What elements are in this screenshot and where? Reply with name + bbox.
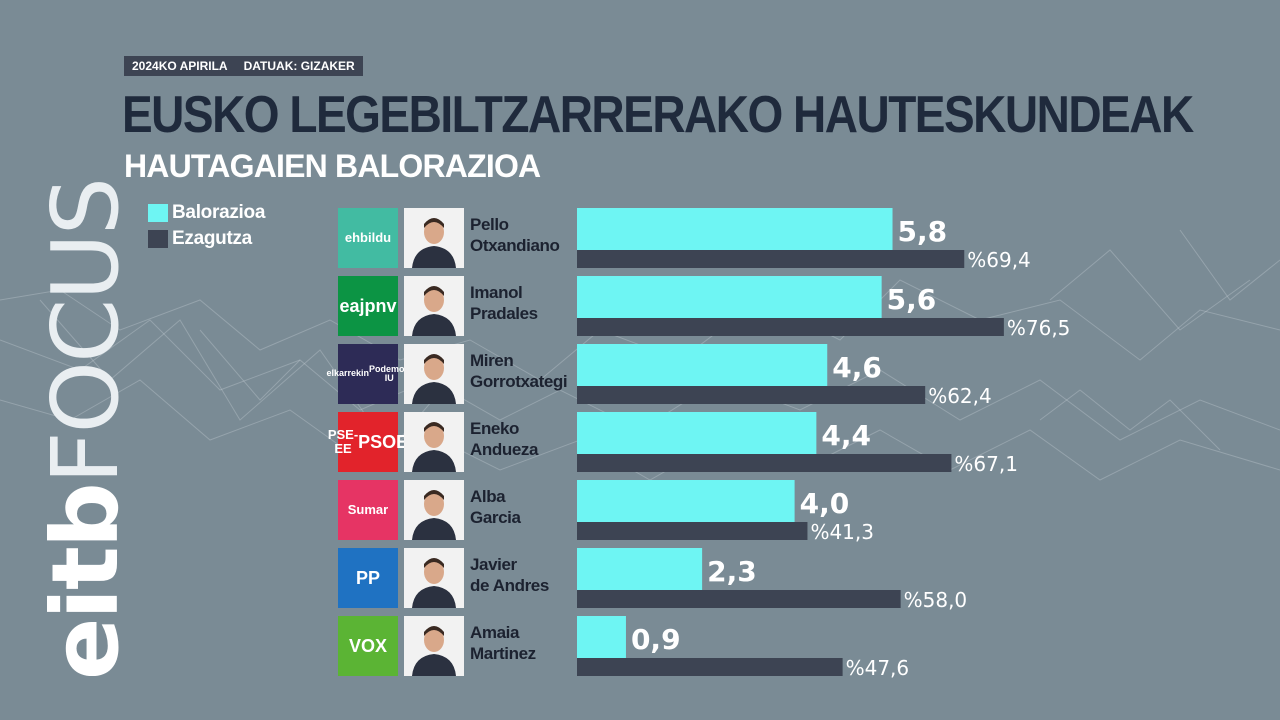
candidate-name: Eneko Andueza bbox=[470, 418, 580, 460]
candidate-row: Sumar Alba Garcia bbox=[338, 480, 1238, 548]
party-logo-text: eaj bbox=[339, 295, 365, 316]
legend-item-knowledge: Ezagutza bbox=[148, 226, 265, 252]
party-logo-text: pnv bbox=[364, 295, 397, 316]
person-portrait-icon bbox=[404, 548, 464, 608]
legend-swatch-valuation bbox=[148, 204, 168, 222]
legend-swatch-knowledge bbox=[148, 230, 168, 248]
watermark-focus: FOCUS bbox=[32, 178, 139, 485]
person-portrait-icon bbox=[404, 344, 464, 404]
vox-logo-icon: VOX bbox=[338, 616, 398, 676]
candidate-last-name: Garcia bbox=[470, 508, 521, 527]
candidate-name: Imanol Pradales bbox=[470, 282, 580, 324]
candidate-first-name: Pello bbox=[470, 215, 509, 234]
candidate-photo bbox=[404, 276, 464, 336]
candidate-row: eaj pnv Imanol Pradales bbox=[338, 276, 1238, 344]
date-tag: 2024KO APIRILA bbox=[124, 56, 236, 76]
party-logo-text: ehbildu bbox=[344, 230, 392, 246]
candidate-name: Pello Otxandiano bbox=[470, 214, 580, 256]
person-portrait-icon bbox=[404, 208, 464, 268]
legend-item-valuation: Balorazioa bbox=[148, 200, 265, 226]
pp-logo-icon: PP bbox=[338, 548, 398, 608]
candidate-first-name: Alba bbox=[470, 487, 506, 506]
candidate-row: PP Javier de Andres bbox=[338, 548, 1238, 616]
candidate-last-name: de Andres bbox=[470, 576, 549, 595]
candidate-last-name: Otxandiano bbox=[470, 236, 560, 255]
page-title: EUSKO LEGEBILTZARRERAKO HAUTESKUNDEAK bbox=[122, 85, 1194, 144]
page-subtitle: HAUTAGAIEN BALORAZIOA bbox=[124, 148, 541, 184]
candidate-first-name: Imanol bbox=[470, 283, 523, 302]
ehbildu-logo-icon: ehbildu bbox=[338, 208, 398, 268]
sumar-logo-icon: Sumar bbox=[338, 480, 398, 540]
candidate-rows: ehbildu Pello Otxandiano eaj pnv Imanol Pradal… bbox=[326, 208, 1238, 684]
candidate-photo bbox=[404, 480, 464, 540]
person-portrait-icon bbox=[404, 616, 464, 676]
candidate-last-name: Martinez bbox=[470, 644, 536, 663]
party-logo-text: Sumar bbox=[347, 502, 389, 518]
candidate-last-name: Gorrotxategi bbox=[470, 372, 568, 391]
watermark-eitb: eitb bbox=[32, 484, 139, 680]
party-logo-text: VOX bbox=[348, 635, 387, 656]
party-logo-text: Podemos IU bbox=[369, 363, 410, 383]
party-logo-text: PP bbox=[355, 567, 380, 588]
candidate-photo bbox=[404, 344, 464, 404]
chart-legend: Balorazioa Ezagutza bbox=[148, 200, 265, 252]
candidate-first-name: Javier bbox=[470, 555, 517, 574]
person-portrait-icon bbox=[404, 276, 464, 336]
candidate-row: PSE-EE PSOE Eneko Andueza bbox=[328, 412, 1238, 480]
eitb-focus-watermark: eitbFOCUS bbox=[32, 179, 139, 680]
source-tag: DATUAK: GIZAKER bbox=[235, 56, 363, 76]
legend-label-valuation: Balorazioa bbox=[172, 202, 266, 223]
candidate-last-name: Pradales bbox=[470, 304, 538, 323]
candidate-photo bbox=[404, 412, 464, 472]
person-portrait-icon bbox=[404, 480, 464, 540]
candidate-name: Javier de Andres bbox=[470, 554, 580, 596]
candidate-row: ehbildu Pello Otxandiano bbox=[338, 208, 1238, 276]
candidate-row: elkarrekin Podemos IU Miren Gorrotxategi bbox=[326, 344, 1238, 412]
candidate-photo bbox=[404, 208, 464, 268]
candidate-first-name: Miren bbox=[470, 351, 514, 370]
candidate-last-name: Andueza bbox=[470, 440, 539, 459]
person-portrait-icon bbox=[404, 412, 464, 472]
candidate-photo bbox=[404, 548, 464, 608]
psoe-logo-icon: PSE-EE PSOE bbox=[328, 412, 408, 472]
candidate-name: Miren Gorrotxategi bbox=[470, 350, 580, 392]
party-logo-text: PSOE bbox=[358, 431, 409, 452]
candidate-first-name: Amaia bbox=[470, 623, 520, 642]
elkarrekin-podemos-logo-icon: elkarrekin Podemos IU bbox=[326, 344, 410, 404]
candidate-name: Amaia Martinez bbox=[470, 622, 580, 664]
party-logo-text: PSE-EE bbox=[327, 427, 359, 456]
candidate-row: VOX Amaia Martinez bbox=[338, 616, 1238, 684]
meta-bar: 2024KO APIRILA DATUAK: GIZAKER bbox=[124, 56, 363, 76]
candidate-name: Alba Garcia bbox=[470, 486, 580, 528]
candidate-photo bbox=[404, 616, 464, 676]
legend-label-knowledge: Ezagutza bbox=[172, 228, 252, 249]
party-logo-text: elkarrekin bbox=[326, 368, 370, 379]
candidate-first-name: Eneko bbox=[470, 419, 520, 438]
eaj-pnv-logo-icon: eaj pnv bbox=[338, 276, 398, 336]
